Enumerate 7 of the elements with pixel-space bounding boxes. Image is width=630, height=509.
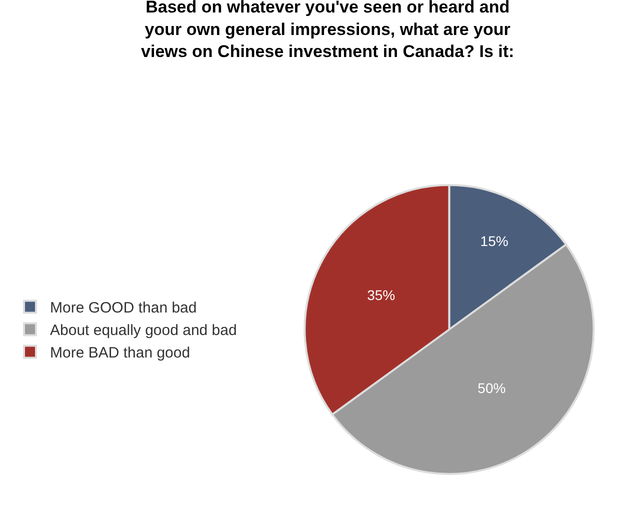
legend-label: More BAD than good bbox=[50, 344, 190, 362]
data-label: 35% bbox=[367, 286, 396, 303]
chart-title: Based on whatever you've seen or heard and your own general impressions, what are your views on Chinese investment in Canada? Is it: bbox=[141, 0, 514, 61]
data-label: 50% bbox=[478, 380, 506, 396]
legend-label: More GOOD than bad bbox=[50, 300, 197, 317]
data-label: 15% bbox=[480, 232, 508, 249]
legend-label: About equally good and bad bbox=[50, 322, 237, 340]
